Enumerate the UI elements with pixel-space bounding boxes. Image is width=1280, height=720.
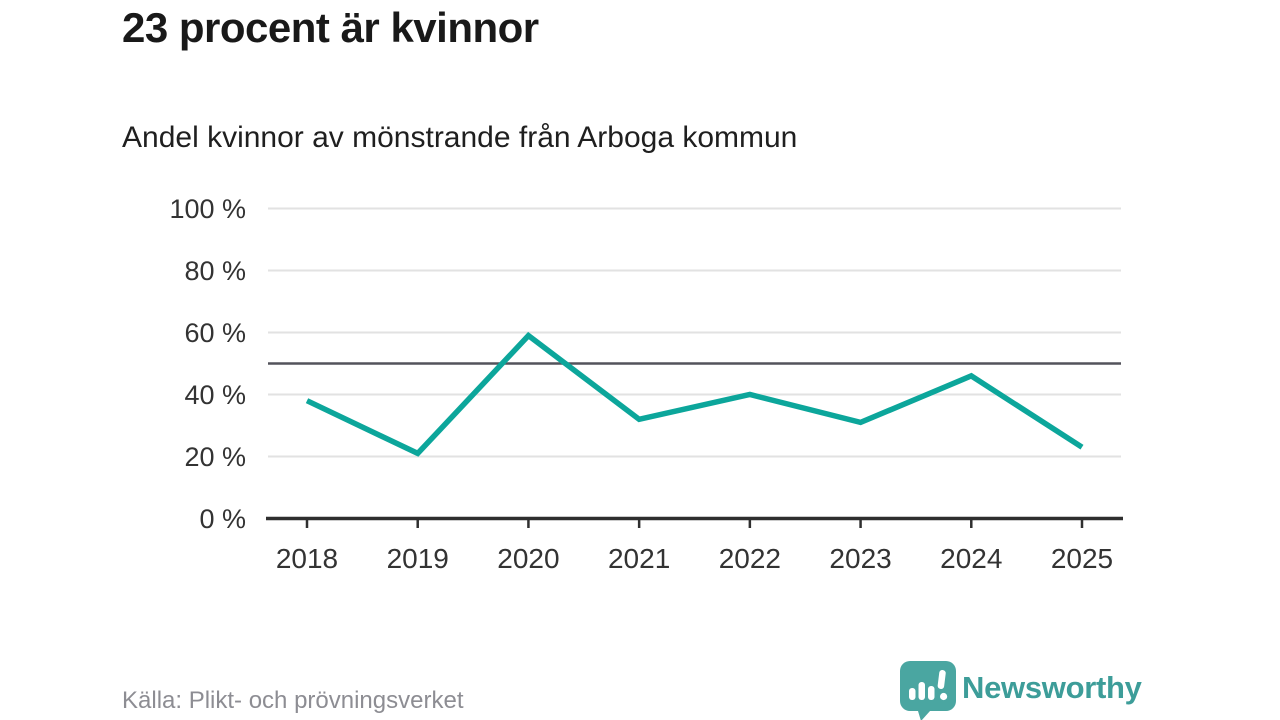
chart-subtitle: Andel kvinnor av mönstrande från Arboga … (122, 121, 798, 154)
y-tick-label: 100 % (169, 194, 246, 224)
x-tick-label: 2025 (1051, 543, 1113, 574)
x-tick-label: 2018 (276, 543, 338, 574)
x-tick-label: 2023 (829, 543, 891, 574)
logo-bar-3 (928, 686, 935, 700)
y-tick-label: 60 % (184, 318, 246, 348)
y-tick-label: 0 % (199, 504, 246, 534)
x-tick-label: 2024 (940, 543, 1002, 574)
newsworthy-logo-icon (900, 661, 956, 720)
y-tick-label: 80 % (184, 256, 246, 286)
line-chart: 2018 2019 2020 2021 2022 2023 2024 2025 0 % 20 % 4… (169, 194, 1123, 574)
data-line-andel-kvinnor (305, 331, 1084, 457)
logo-exclamation-dot (940, 692, 948, 701)
logo-bar-1 (909, 688, 916, 700)
y-tick-label: 40 % (184, 380, 246, 410)
x-tick-label: 2019 (387, 543, 449, 574)
y-tick-label: 20 % (184, 442, 246, 472)
source-note: Källa: Plikt- och prövningsverket (122, 687, 464, 714)
x-tick-label: 2020 (497, 543, 559, 574)
logo-bar-2 (918, 682, 925, 700)
page-title: 23 procent är kvinnor (122, 4, 539, 51)
logo-exclamation-stem (937, 670, 946, 689)
brand-name: Newsworthy (962, 670, 1142, 705)
x-tick-label: 2021 (608, 543, 670, 574)
x-tick-label: 2022 (719, 543, 781, 574)
